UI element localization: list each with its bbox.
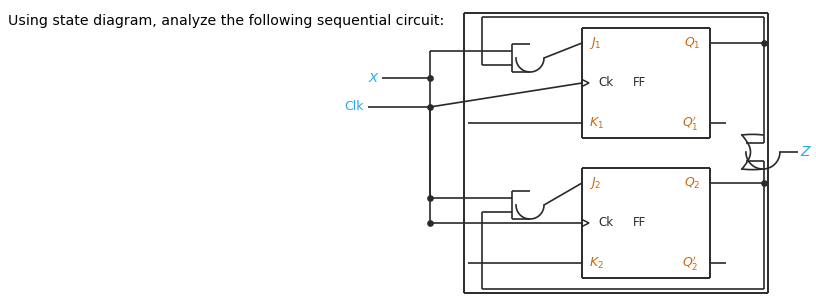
Text: Clk: Clk bbox=[344, 101, 364, 113]
Text: $Q_2'$: $Q_2'$ bbox=[682, 254, 698, 272]
Text: $Q_1'$: $Q_1'$ bbox=[682, 114, 698, 132]
Text: X: X bbox=[369, 71, 378, 85]
Text: $Q_1$: $Q_1$ bbox=[684, 36, 701, 50]
Text: $Q_2$: $Q_2$ bbox=[684, 175, 700, 191]
Text: FF: FF bbox=[633, 77, 646, 89]
Text: $K_1$: $K_1$ bbox=[589, 116, 604, 130]
Text: $J_1$: $J_1$ bbox=[589, 35, 601, 51]
Text: FF: FF bbox=[633, 216, 646, 230]
Text: Z: Z bbox=[800, 145, 809, 159]
Text: Using state diagram, analyze the following sequential circuit:: Using state diagram, analyze the followi… bbox=[8, 14, 444, 28]
Text: Ck: Ck bbox=[598, 216, 613, 230]
Text: Ck: Ck bbox=[598, 77, 613, 89]
Text: $K_2$: $K_2$ bbox=[589, 255, 604, 271]
Text: $J_2$: $J_2$ bbox=[589, 175, 601, 191]
